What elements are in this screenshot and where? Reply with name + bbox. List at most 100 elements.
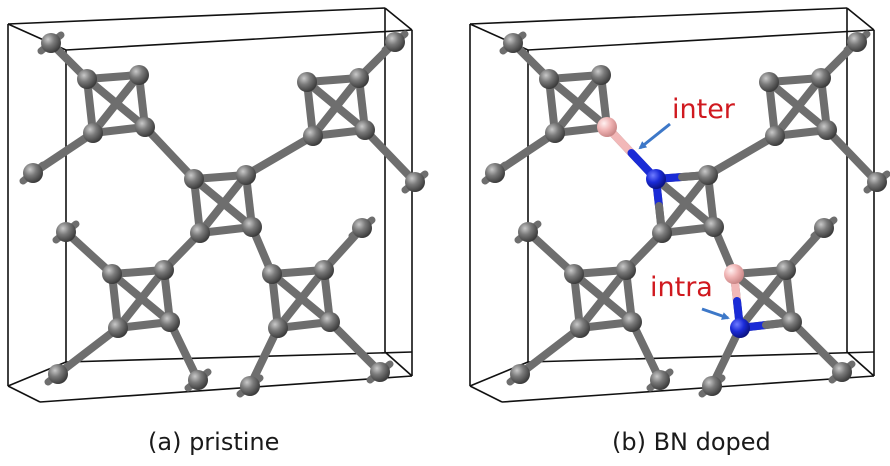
bond	[89, 71, 143, 137]
panel-bn-doped: inter intra	[469, 7, 890, 403]
carbon-atom	[385, 32, 405, 52]
carbon-atom	[355, 120, 375, 140]
bond	[114, 266, 168, 332]
bond	[309, 74, 363, 140]
carbon-atom	[776, 260, 796, 280]
caption-pristine: (a) pristine	[148, 428, 280, 456]
carbon-atom	[190, 223, 210, 243]
carbon-atom	[320, 312, 340, 332]
cell-edge	[846, 351, 875, 377]
carbon-atom	[704, 217, 724, 237]
carbon-atom	[702, 376, 722, 396]
caption-bn-doped: (b) BN doped	[612, 428, 771, 456]
bond	[551, 71, 605, 137]
bond	[628, 318, 664, 384]
carbon-atom	[759, 72, 779, 92]
carbon-atom	[23, 163, 43, 183]
bond	[62, 228, 116, 278]
boron-atom	[597, 117, 617, 137]
carbon-atom	[518, 222, 538, 242]
carbon-atom	[650, 370, 670, 390]
atom-layer	[485, 32, 887, 396]
nitrogen-atom	[646, 169, 666, 189]
intra-arrow	[701, 307, 730, 320]
unit-cell-box	[469, 7, 875, 403]
bond	[524, 228, 578, 278]
carbon-atom	[48, 364, 68, 384]
bond	[704, 132, 779, 179]
intra-label: intra	[650, 272, 713, 303]
inter-label: inter	[672, 94, 736, 125]
carbon-atom	[262, 264, 282, 284]
cell-edge	[65, 351, 413, 363]
bond	[246, 324, 282, 390]
bond	[196, 171, 250, 237]
cell-edge	[527, 29, 875, 51]
cell-edge	[527, 351, 875, 363]
carbon-atom	[108, 318, 128, 338]
bond	[141, 123, 198, 183]
carbon-atom	[135, 117, 155, 137]
carbon-atom	[83, 123, 103, 143]
bond	[361, 126, 419, 186]
panel-pristine	[7, 7, 429, 403]
cell-edge	[469, 7, 848, 25]
carbon-atom	[545, 123, 565, 143]
bond	[658, 171, 712, 237]
carbon-atom	[570, 318, 590, 338]
cell-edge	[469, 385, 503, 403]
cell-edge	[384, 7, 413, 31]
bond	[274, 266, 328, 332]
carbon-atom	[303, 126, 323, 146]
carbon-atom	[510, 364, 530, 384]
carbon-atom	[616, 260, 636, 280]
unit-cell-box	[7, 7, 413, 403]
carbon-atom	[154, 260, 174, 280]
carbon-atom	[370, 362, 390, 382]
carbon-atom	[698, 165, 718, 185]
carbon-atom	[102, 264, 122, 284]
carbon-atom	[236, 165, 256, 185]
carbon-atom	[782, 312, 802, 332]
carbon-atom	[405, 172, 425, 192]
carbon-atom	[314, 260, 334, 280]
carbon-atom	[485, 163, 505, 183]
carbon-atom	[129, 65, 149, 85]
bond	[326, 318, 384, 376]
atom-layer	[23, 32, 425, 396]
carbon-atom	[591, 65, 611, 85]
cell-edge	[39, 375, 413, 403]
bond	[823, 126, 881, 186]
carbon-atom	[765, 126, 785, 146]
carbon-atom	[867, 172, 887, 192]
cell-edge	[7, 385, 41, 403]
bond	[576, 266, 630, 332]
carbon-atom	[77, 69, 97, 89]
carbon-atom	[242, 217, 262, 237]
carbon-atom	[539, 69, 559, 89]
bond	[736, 266, 790, 332]
carbon-atom	[184, 169, 204, 189]
carbon-atom	[240, 376, 260, 396]
carbon-atom	[832, 362, 852, 382]
carbon-atom	[652, 223, 672, 243]
bond	[771, 74, 825, 140]
cell-edge	[65, 29, 413, 51]
carbon-atom	[814, 218, 834, 238]
bond	[788, 318, 846, 376]
carbon-atom	[847, 32, 867, 52]
carbon-atom	[297, 72, 317, 92]
bond	[242, 132, 317, 179]
bond	[708, 324, 744, 390]
carbon-atom	[503, 33, 523, 53]
carbon-atom	[160, 312, 180, 332]
cell-edge	[7, 7, 386, 25]
carbon-atom	[622, 312, 642, 332]
cell-edge	[846, 7, 875, 31]
cell-edge	[384, 351, 413, 377]
nitrogen-atom	[730, 318, 750, 338]
boron-atom	[724, 264, 744, 284]
annotation-layer: inter intra	[638, 94, 736, 320]
carbon-atom	[41, 33, 61, 53]
